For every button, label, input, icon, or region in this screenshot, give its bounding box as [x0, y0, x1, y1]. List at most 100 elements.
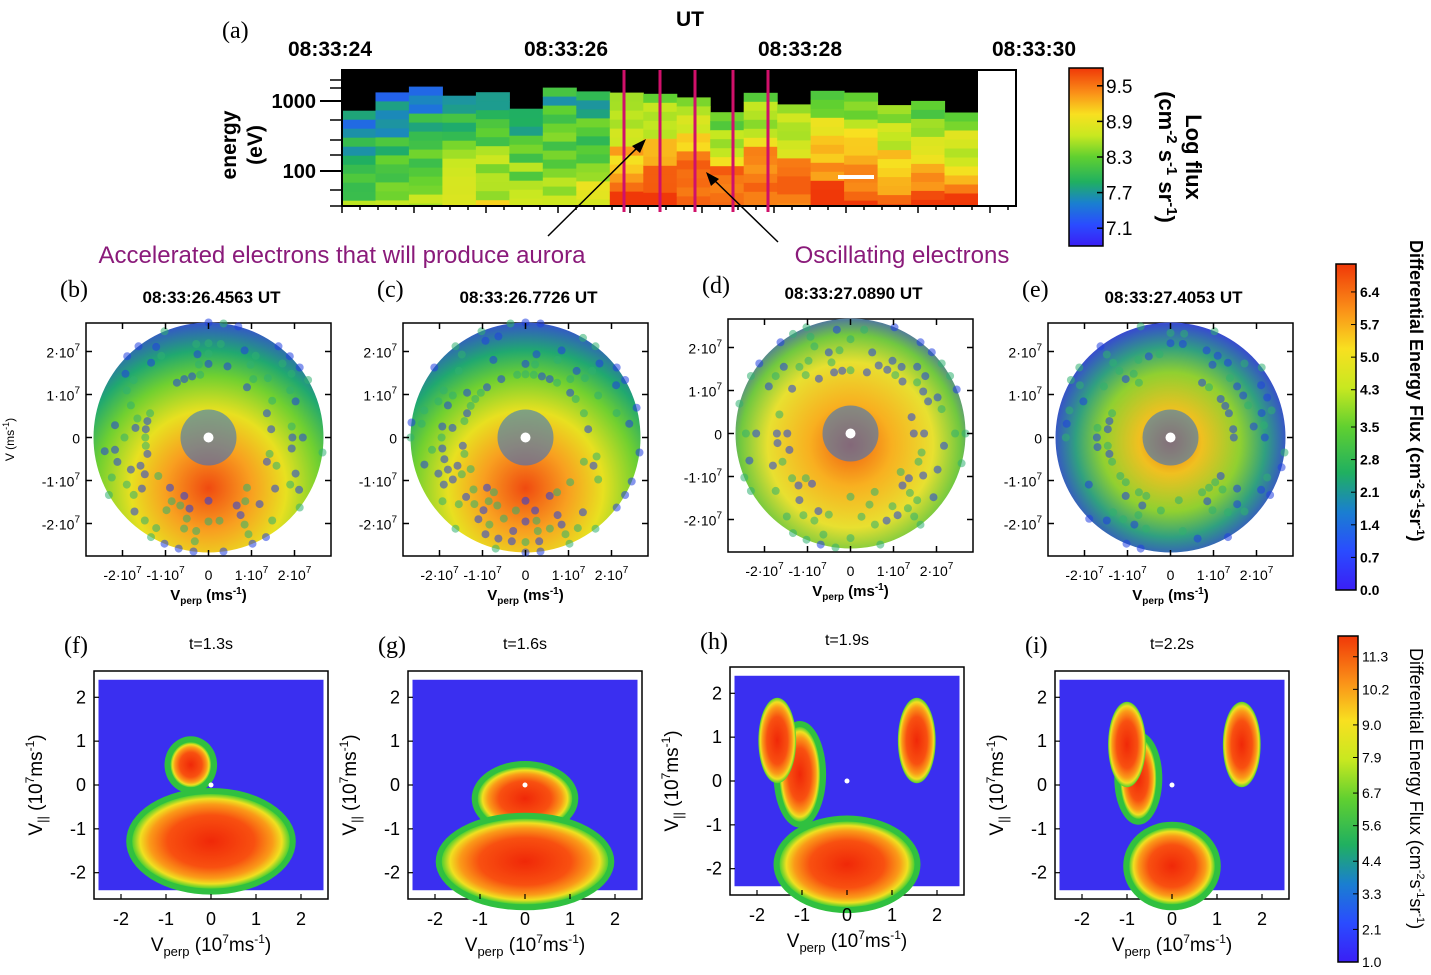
- spectrogram-cell: [710, 112, 745, 122]
- x-tick-label: 1: [565, 909, 575, 929]
- spectrogram-cell: [576, 199, 611, 206]
- x-tick-label: -1·107: [1108, 565, 1147, 583]
- spectrogram-cell: [509, 117, 544, 128]
- spectrogram-cell: [911, 163, 946, 174]
- texture-cell: [553, 488, 562, 497]
- colorbar-tick-label: 7.1: [1106, 219, 1132, 240]
- panel-title: 08:33:27.4053 UT: [1105, 288, 1244, 307]
- texture-cell: [916, 338, 925, 347]
- spectrogram-cell: [509, 189, 544, 200]
- panel-label: (d): [702, 273, 730, 299]
- texture-cell: [1155, 350, 1164, 359]
- y-tick-label: 0: [72, 431, 80, 447]
- y-tick-label: -1·107: [42, 472, 81, 490]
- texture-cell: [265, 449, 274, 458]
- panel-a-spectrogram: (a) UT 08:33:24 08:33:26 08:33:28 08:33:30 100…: [218, 8, 1076, 219]
- texture-cell: [122, 386, 131, 395]
- texture-cell: [291, 397, 300, 406]
- texture-cell: [1193, 534, 1202, 543]
- texture-cell: [860, 325, 869, 334]
- y-tick-label: 0: [390, 775, 400, 795]
- texture-cell: [196, 370, 205, 379]
- texture-cell: [262, 409, 271, 418]
- colorbar-2-title: Differential Energy Flux (cm-2s-1sr-1): [1406, 240, 1426, 541]
- texture-cell: [951, 429, 960, 438]
- texture-cell: [1119, 515, 1128, 524]
- spectrogram-cell: [342, 155, 376, 166]
- spectrogram-cell: [710, 202, 745, 206]
- texture-cell: [572, 366, 581, 375]
- texture-cell: [1062, 419, 1071, 428]
- spectrogram-cell: [944, 148, 979, 158]
- y-tick-label: 1: [1037, 731, 1047, 751]
- texture-cell: [240, 520, 249, 529]
- texture-cell: [957, 459, 966, 468]
- spectrogram-cell: [609, 119, 644, 130]
- texture-cell: [946, 372, 955, 380]
- texture-cell: [532, 350, 541, 359]
- polar-panel-c: (c) 08:33:26.7726 UT-2·107-2·107-1·107-1·…: [359, 277, 649, 607]
- texture-cell: [940, 441, 948, 450]
- texture-cell: [1229, 433, 1238, 442]
- y-tick-label: -2: [1031, 863, 1047, 883]
- spectrogram-cell: [810, 117, 845, 128]
- texture-cell: [789, 529, 797, 538]
- texture-cell: [141, 425, 150, 434]
- spectrogram-cell: [777, 176, 812, 186]
- spectrogram-cell: [810, 90, 845, 101]
- texture-cell: [143, 417, 152, 426]
- spectrogram-cell: [476, 209, 510, 219]
- panel-label: (b): [60, 277, 88, 303]
- spectrogram-cell: [911, 145, 946, 156]
- x-tick-label: -2: [113, 909, 129, 929]
- spectrogram-cell: [375, 200, 410, 206]
- texture-cell: [180, 375, 189, 384]
- spectrogram-cell: [944, 193, 979, 203]
- texture-cell: [1121, 491, 1130, 500]
- spectrogram-cell: [710, 175, 745, 185]
- texture-cell: [896, 468, 905, 476]
- spectrogram-cell: [442, 95, 477, 106]
- texture-cell: [243, 483, 251, 492]
- spectrogram-cell: [844, 191, 879, 202]
- spectrogram-cell: [542, 177, 577, 188]
- texture-cell: [1142, 491, 1151, 500]
- texture-cell: [521, 517, 530, 526]
- spectrogram-cell: [542, 150, 577, 161]
- x-tick-label: -1: [158, 909, 174, 929]
- texture-cell: [462, 492, 471, 501]
- x-tick-label: 2·107: [595, 565, 629, 583]
- colorbar-tick-label: 1.0: [1362, 954, 1382, 970]
- spectrogram-cell: [743, 191, 778, 202]
- y-tick-label: -1·107: [1004, 472, 1043, 490]
- spectrogram-cell: [877, 168, 912, 178]
- colorbar-tick-label: 6.4: [1360, 284, 1380, 300]
- texture-cell: [274, 342, 283, 351]
- simulation-panels: (f) t=1.3s -2 -1 0 1 2 2 1 0 -1 -2 Vperp (107ms-1) V|…: [23, 629, 1290, 959]
- spectrogram-cell: [911, 118, 946, 129]
- texture-cell: [451, 524, 460, 533]
- texture-cell: [533, 527, 542, 535]
- x-tick-label: 1: [887, 905, 897, 925]
- spectrogram-cell: [342, 137, 376, 148]
- texture-cell: [773, 439, 782, 448]
- texture-cell: [476, 388, 485, 397]
- texture-cell: [810, 342, 819, 351]
- texture-cell: [1109, 508, 1118, 517]
- y-tick-label: -1: [384, 819, 400, 839]
- texture-cell: [176, 501, 185, 510]
- texture-cell: [870, 487, 879, 496]
- texture-cell: [104, 491, 113, 499]
- x-tick-label: 0: [520, 909, 530, 929]
- texture-cell: [236, 511, 245, 520]
- y-tick-label: 1·107: [46, 386, 80, 404]
- texture-cell: [952, 385, 961, 394]
- texture-cell: [272, 461, 281, 470]
- spectrogram-cell: [375, 137, 410, 147]
- x-axis-label: Vperp (107ms-1): [465, 932, 585, 959]
- texture-cell: [204, 349, 213, 358]
- texture-cell: [298, 433, 307, 442]
- texture-cell: [204, 339, 213, 348]
- texture-cell: [532, 516, 541, 525]
- sim-panel-g: (g) t=1.6s -2 -1 0 1 2 2 1 0 -1 -2 Vperp (107ms-1) V|…: [337, 633, 643, 959]
